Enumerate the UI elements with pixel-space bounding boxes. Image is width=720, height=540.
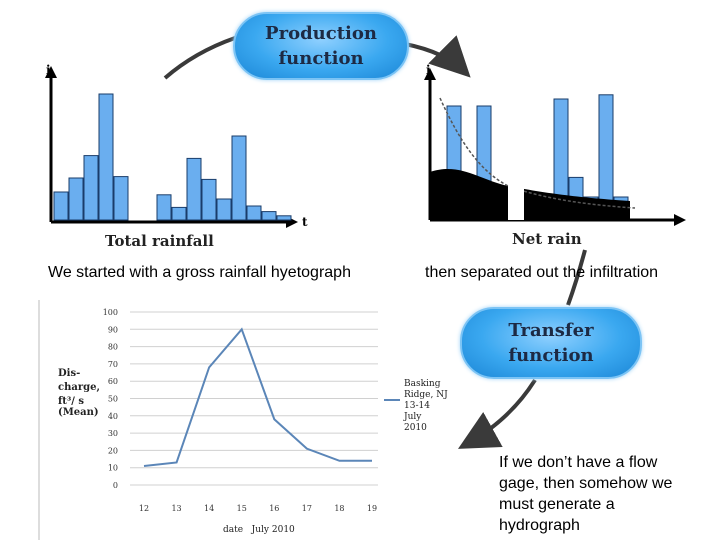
total-rainfall-bar	[261, 211, 277, 221]
y-tick-label: 10	[108, 464, 118, 473]
legend-line-5: 2010	[404, 423, 427, 433]
ylabel-line-3: ft³/ s	[58, 396, 84, 407]
caption-line-1: If we don’t have a flow	[499, 454, 658, 471]
total-rainfall-bar	[53, 191, 69, 221]
caption-line-4: hydrograph	[499, 517, 580, 534]
y-tick-label: 0	[113, 481, 118, 490]
x-tick-label: 14	[204, 504, 214, 513]
x-tick-label: 12	[139, 504, 149, 513]
production-function-line1: Production	[265, 23, 377, 44]
total-rainfall-hyetograph: i t Total rainfall	[45, 63, 308, 250]
x-tick-label: 15	[237, 504, 247, 513]
hydrograph-grid	[130, 311, 378, 486]
left-x-axis-label: t	[302, 215, 308, 229]
total-rainfall-bar	[276, 215, 292, 221]
y-tick-label: 30	[108, 429, 118, 438]
x-tick-label: 13	[171, 504, 181, 513]
net-rain-title: Net rain	[512, 230, 582, 248]
hydrograph-y-ticks: 0 10 20 30 40 50 60 70 80 90 100	[103, 308, 118, 490]
hydrograph-xlabel: date July 2010	[223, 525, 295, 535]
y-tick-label: 80	[108, 343, 118, 352]
ylabel-line-4: (Mean)	[58, 407, 99, 418]
y-tick-label: 50	[108, 395, 118, 404]
production-function-bubble: Production function	[233, 12, 409, 80]
x-tick-label: 18	[334, 504, 344, 513]
infiltration-area	[430, 169, 630, 220]
caption-generate-hydrograph: If we don’t have a flow gage, then someh…	[499, 452, 672, 536]
ylabel-line-1: Dis-	[58, 368, 80, 379]
hydrograph-x-ticks: 12 13 14 15 16 17 18 19	[139, 504, 377, 513]
y-tick-label: 20	[108, 446, 118, 455]
total-rainfall-bar	[98, 93, 114, 221]
total-rainfall-bar	[83, 155, 99, 221]
y-tick-label: 60	[108, 377, 118, 386]
transfer-function-bubble: Transfer function	[460, 307, 642, 379]
caption-line-2: gage, then somehow we	[499, 475, 673, 492]
production-function-line2: function	[278, 48, 364, 69]
total-rainfall-title: Total rainfall	[105, 232, 214, 250]
total-rainfall-bar	[68, 177, 84, 221]
y-tick-label: 70	[108, 360, 118, 369]
transfer-function-line1: Transfer	[508, 320, 594, 341]
legend-line-1: Basking	[404, 379, 441, 389]
net-rain-hyetograph: i Net rain	[424, 63, 686, 248]
legend-line-3: 13-14	[404, 401, 430, 411]
x-tick-label: 19	[367, 504, 377, 513]
y-tick-label: 90	[108, 325, 118, 334]
legend-text: Basking Ridge, NJ 13-14 July 2010	[403, 379, 451, 433]
left-bars-group	[53, 93, 292, 221]
legend-line-4: July	[403, 412, 422, 422]
total-rainfall-bar	[156, 194, 172, 221]
net-rain-gap	[508, 186, 524, 220]
total-rainfall-bar	[171, 206, 187, 221]
y-tick-label: 100	[103, 308, 118, 317]
hydrograph-series-line	[143, 327, 372, 467]
total-rainfall-bar	[216, 198, 232, 221]
caption-line-3: must generate a	[499, 496, 615, 513]
ylabel-line-2: charge,	[58, 382, 100, 393]
total-rainfall-bar	[186, 157, 202, 221]
caption-gross-rainfall: We started with a gross rainfall hyetogr…	[48, 264, 351, 281]
legend-line-2: Ridge, NJ	[404, 390, 448, 400]
total-rainfall-bar	[201, 178, 217, 221]
production-in-arrow	[163, 36, 236, 80]
production-out-arrow	[404, 35, 471, 78]
hydrograph-ylabel: Dis- charge, ft³/ s (Mean)	[58, 368, 103, 418]
caption-infiltration: then separated out the infiltration	[425, 264, 659, 281]
right-y-axis-label: i	[426, 63, 431, 77]
left-y-axis-label: i	[46, 63, 51, 77]
y-tick-label: 40	[108, 412, 118, 421]
total-rainfall-bar	[113, 176, 129, 221]
x-tick-label: 16	[269, 504, 279, 513]
transfer-out-arrow	[458, 378, 537, 449]
total-rainfall-bar	[231, 135, 247, 221]
transfer-function-line2: function	[508, 345, 594, 366]
x-tick-label: 17	[302, 504, 312, 513]
total-rainfall-bar	[246, 205, 262, 221]
transfer-in-arrow	[566, 249, 587, 306]
